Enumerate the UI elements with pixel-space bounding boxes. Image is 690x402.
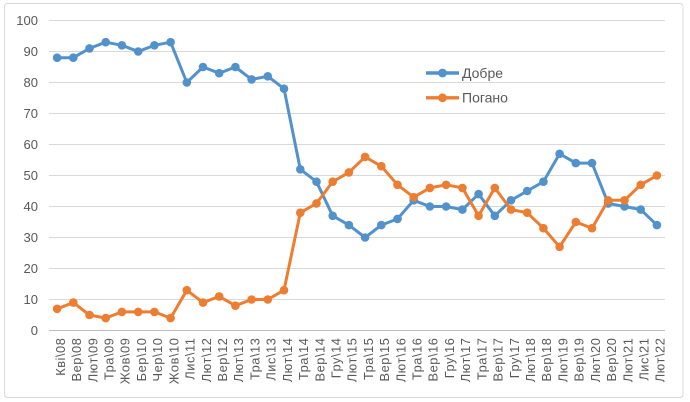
svg-text:Лют\13: Лют\13 bbox=[231, 338, 246, 383]
svg-text:Лют\21: Лют\21 bbox=[620, 338, 635, 383]
svg-text:Тра\15: Тра\15 bbox=[361, 338, 376, 380]
svg-text:Лют\18: Лют\18 bbox=[523, 338, 538, 383]
svg-text:Вер\15: Вер\15 bbox=[377, 338, 392, 382]
svg-text:80: 80 bbox=[24, 75, 38, 90]
svg-text:Кві\08: Кві\08 bbox=[53, 338, 68, 376]
svg-text:Лют\15: Лют\15 bbox=[345, 338, 360, 383]
svg-text:Жов\10: Жов\10 bbox=[166, 338, 181, 385]
svg-text:Лис\21: Лис\21 bbox=[637, 338, 652, 381]
svg-text:70: 70 bbox=[24, 106, 38, 121]
svg-text:100: 100 bbox=[16, 13, 38, 28]
svg-text:Гру\14: Гру\14 bbox=[329, 338, 344, 379]
svg-text:Бер\10: Бер\10 bbox=[134, 338, 149, 382]
svg-text:Добре: Добре bbox=[462, 65, 503, 81]
svg-text:10: 10 bbox=[24, 292, 38, 307]
svg-text:Лют\16: Лют\16 bbox=[393, 338, 408, 383]
svg-text:Лют\19: Лют\19 bbox=[555, 338, 570, 383]
svg-text:Вер\18: Вер\18 bbox=[539, 338, 554, 382]
svg-text:Жов\09: Жов\09 bbox=[118, 338, 133, 385]
svg-text:Гру\16: Гру\16 bbox=[442, 338, 457, 379]
svg-text:Лют\22: Лют\22 bbox=[653, 338, 668, 383]
svg-text:Лют\17: Лют\17 bbox=[458, 338, 473, 383]
svg-text:Погано: Погано bbox=[462, 90, 508, 106]
svg-text:30: 30 bbox=[24, 230, 38, 245]
svg-text:Вер\08: Вер\08 bbox=[69, 338, 84, 382]
svg-text:0: 0 bbox=[31, 323, 38, 338]
svg-text:Тра\16: Тра\16 bbox=[410, 338, 425, 380]
svg-text:Вер\12: Вер\12 bbox=[215, 338, 230, 382]
svg-text:50: 50 bbox=[24, 168, 38, 183]
svg-text:60: 60 bbox=[24, 137, 38, 152]
svg-text:Лют\14: Лют\14 bbox=[280, 338, 295, 383]
svg-text:Вер\20: Вер\20 bbox=[604, 338, 619, 382]
svg-text:Вер\19: Вер\19 bbox=[572, 338, 587, 382]
svg-text:Лют\09: Лют\09 bbox=[85, 338, 100, 383]
svg-text:Лис\13: Лис\13 bbox=[264, 338, 279, 381]
svg-text:Тра\17: Тра\17 bbox=[474, 338, 489, 380]
svg-text:Чер\10: Чер\10 bbox=[150, 338, 165, 382]
svg-text:Тра\09: Тра\09 bbox=[102, 338, 117, 380]
svg-text:Тра\13: Тра\13 bbox=[247, 338, 262, 380]
svg-text:40: 40 bbox=[24, 199, 38, 214]
svg-text:Лют\12: Лют\12 bbox=[199, 338, 214, 383]
svg-text:20: 20 bbox=[24, 261, 38, 276]
svg-text:Вер\14: Вер\14 bbox=[312, 338, 327, 382]
svg-text:Гру\17: Гру\17 bbox=[507, 338, 522, 379]
svg-text:Вер\17: Вер\17 bbox=[491, 338, 506, 382]
svg-text:Тра\14: Тра\14 bbox=[296, 338, 311, 380]
svg-text:Вер\16: Вер\16 bbox=[426, 338, 441, 382]
svg-text:Лис\11: Лис\11 bbox=[183, 338, 198, 380]
svg-text:90: 90 bbox=[24, 44, 38, 59]
svg-text:Лют\20: Лют\20 bbox=[588, 338, 603, 383]
